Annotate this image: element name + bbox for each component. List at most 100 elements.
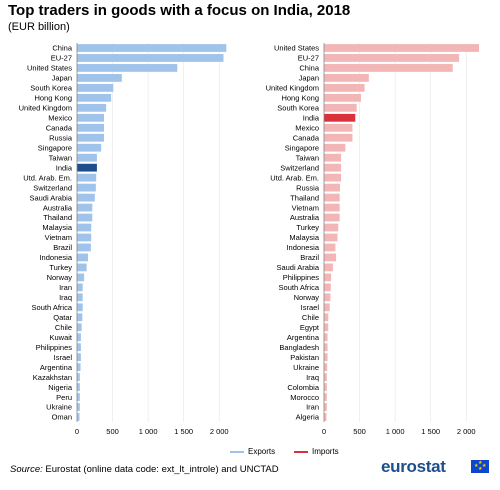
exports-bar	[77, 413, 80, 421]
exports-category-label: Brazil	[53, 243, 72, 252]
imports-bar	[324, 203, 340, 212]
exports-category-label: Saudi Arabia	[29, 193, 72, 202]
imports-category-label: China	[299, 64, 319, 73]
imports-bar	[324, 223, 339, 232]
imports-bar	[324, 313, 329, 322]
legend-imports: Imports	[294, 447, 339, 456]
imports-bar	[324, 343, 328, 352]
exports-category-label: Iran	[59, 283, 72, 292]
imports-bar	[324, 113, 356, 122]
imports-bar	[324, 363, 328, 372]
exports-category-label: Norway	[47, 273, 73, 282]
exports-bar	[77, 203, 93, 212]
imports-category-label: Utd. Arab. Em.	[270, 173, 319, 182]
imports-bar	[324, 393, 327, 401]
exports-bar	[77, 323, 82, 332]
source-text: Eurostat (online data code: ext_lt_intro…	[45, 464, 279, 475]
exports-category-label: Utd. Arab. Em.	[23, 173, 72, 182]
legend-exports-label: Exports	[248, 447, 276, 456]
exports-category-label: Indonesia	[39, 253, 72, 262]
imports-category-label: Pakistan	[290, 353, 319, 362]
exports-tick-label: 500	[106, 427, 119, 436]
imports-bar	[324, 153, 342, 162]
imports-bar	[324, 133, 353, 142]
imports-category-label: Norway	[294, 293, 320, 302]
exports-bar	[77, 253, 89, 262]
exports-category-label: Mexico	[48, 114, 72, 123]
imports-bar	[324, 323, 329, 332]
imports-category-label: Indonesia	[286, 243, 319, 252]
exports-bar	[77, 74, 122, 82]
legend-imports-swatch	[294, 450, 308, 453]
imports-category-label: Singapore	[285, 143, 319, 152]
exports-category-label: Peru	[56, 393, 72, 402]
imports-bar	[324, 273, 332, 282]
exports-bar	[77, 44, 227, 52]
chart-subtitle: (EUR billion)	[8, 21, 70, 33]
imports-category-label: Malaysia	[289, 233, 319, 242]
imports-bar	[324, 44, 480, 52]
imports-category-label: Taiwan	[296, 153, 319, 162]
imports-category-label: South Africa	[279, 283, 320, 292]
imports-category-label: Algeria	[296, 413, 320, 422]
exports-bar	[77, 133, 105, 142]
exports-category-label: Australia	[43, 203, 73, 212]
imports-tick-label: 1 500	[421, 427, 440, 436]
source-note: Source: Eurostat (online data code: ext_…	[10, 464, 279, 475]
imports-bar	[324, 263, 333, 272]
exports-bar	[77, 213, 93, 222]
imports-bar	[324, 293, 331, 302]
exports-bar	[77, 223, 92, 232]
exports-category-label: Ukraine	[46, 403, 72, 412]
imports-bar	[324, 54, 460, 62]
eu-flag-icon: ★ ★ ★ ★	[471, 460, 489, 473]
imports-category-label: Turkey	[296, 223, 319, 232]
imports-category-label: Iraq	[306, 373, 319, 382]
imports-category-label: United States	[274, 44, 319, 53]
exports-category-label: Thailand	[43, 213, 72, 222]
imports-category-label: Philippines	[283, 273, 320, 282]
imports-bar	[324, 213, 340, 222]
exports-category-label: Singapore	[38, 143, 72, 152]
imports-bar	[324, 74, 369, 82]
imports-tick-label: 500	[353, 427, 366, 436]
exports-category-label: India	[56, 163, 73, 172]
exports-bar	[77, 353, 81, 362]
exports-bar	[77, 263, 87, 272]
imports-category-label: Saudi Arabia	[276, 263, 319, 272]
imports-category-label: Iran	[306, 403, 319, 412]
exports-category-label: Kazakhstan	[33, 373, 72, 382]
imports-category-label: Mexico	[295, 123, 319, 132]
imports-category-label: Chile	[302, 313, 319, 322]
imports-bar	[324, 193, 340, 202]
legend-imports-label: Imports	[312, 447, 339, 456]
source-label: Source:	[10, 464, 43, 475]
imports-bar	[324, 283, 331, 292]
imports-bar	[324, 123, 353, 132]
exports-bar	[77, 243, 91, 252]
exports-bar	[77, 313, 83, 322]
exports-bar	[77, 183, 96, 192]
exports-category-label: United States	[27, 64, 72, 73]
imports-category-label: Australia	[290, 213, 320, 222]
imports-category-label: Thailand	[290, 193, 319, 202]
exports-category-label: Nigeria	[48, 383, 73, 392]
exports-bar	[77, 373, 80, 382]
exports-category-label: Kuwait	[49, 333, 72, 342]
imports-category-label: Egypt	[300, 323, 320, 332]
imports-category-label: Switzerland	[280, 163, 319, 172]
exports-category-label: Iraq	[59, 293, 72, 302]
exports-category-label: Canada	[46, 123, 73, 132]
imports-category-label: Brazil	[300, 253, 319, 262]
imports-category-label: Vietnam	[292, 203, 319, 212]
imports-bar	[324, 333, 328, 342]
exports-category-label: Qatar	[53, 313, 72, 322]
exports-bar	[77, 153, 97, 162]
exports-category-label: Malaysia	[42, 223, 72, 232]
imports-bar	[324, 143, 346, 152]
exports-category-label: China	[52, 44, 72, 53]
legend-exports: Exports	[230, 447, 275, 456]
imports-bar	[324, 64, 453, 72]
exports-bar	[77, 64, 178, 72]
